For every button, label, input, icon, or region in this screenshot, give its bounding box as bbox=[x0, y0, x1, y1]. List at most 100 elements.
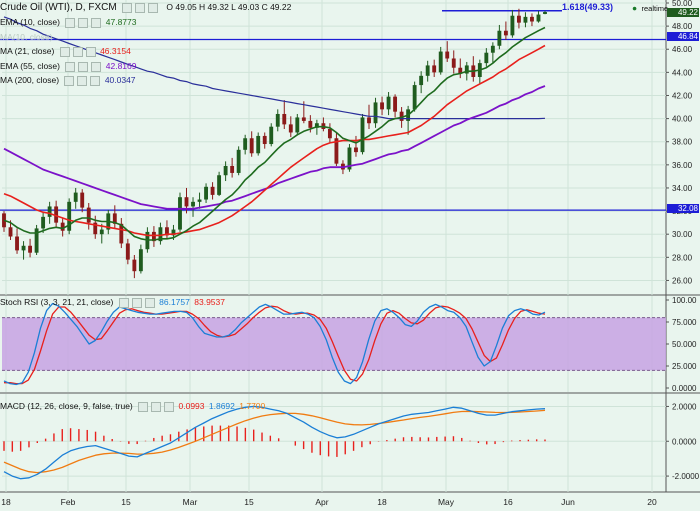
stoch-k-value: 86.1757 bbox=[159, 297, 190, 307]
settings-icon[interactable] bbox=[119, 298, 129, 308]
candle-body[interactable] bbox=[504, 31, 508, 36]
candle-body[interactable] bbox=[74, 193, 78, 202]
candle-body[interactable] bbox=[517, 16, 521, 23]
candle-body[interactable] bbox=[302, 117, 306, 120]
candle-body[interactable] bbox=[61, 223, 65, 231]
candle-body[interactable] bbox=[126, 243, 130, 259]
candle-body[interactable] bbox=[445, 52, 449, 59]
visibility-icon[interactable] bbox=[73, 47, 83, 57]
candle-body[interactable] bbox=[198, 200, 202, 202]
candle-body[interactable] bbox=[132, 260, 136, 272]
visibility-icon[interactable] bbox=[132, 298, 142, 308]
stoch-tick-label: 50.000 bbox=[672, 340, 697, 349]
candle-body[interactable] bbox=[237, 150, 241, 173]
settings-icon[interactable] bbox=[65, 62, 75, 72]
candle-body[interactable] bbox=[230, 166, 234, 173]
candle-body[interactable] bbox=[139, 249, 143, 271]
price-tick-label: 40.00 bbox=[672, 115, 693, 124]
candle-body[interactable] bbox=[537, 15, 541, 22]
ma200-value: 40.0347 bbox=[105, 75, 136, 85]
candle-body[interactable] bbox=[276, 114, 280, 127]
ohlc-values: O 49.05 H 49.32 L 49.03 C 49.22 bbox=[166, 2, 291, 12]
candle-body[interactable] bbox=[452, 58, 456, 67]
candle-body[interactable] bbox=[178, 197, 182, 229]
ema10-value: 47.8773 bbox=[106, 17, 137, 27]
candle-body[interactable] bbox=[80, 193, 84, 208]
candle-body[interactable] bbox=[413, 85, 417, 109]
close-icon[interactable] bbox=[90, 76, 100, 86]
visibility-icon[interactable] bbox=[78, 62, 88, 72]
candle-body[interactable] bbox=[361, 117, 365, 152]
visibility-icon[interactable] bbox=[135, 3, 145, 13]
close-icon[interactable] bbox=[148, 3, 158, 13]
candle-body[interactable] bbox=[295, 117, 299, 132]
candle-body[interactable] bbox=[22, 246, 26, 251]
candle-body[interactable] bbox=[543, 12, 547, 14]
candle-body[interactable] bbox=[217, 175, 221, 195]
x-tick-label: May bbox=[438, 497, 455, 507]
close-icon[interactable] bbox=[91, 18, 101, 28]
candle-body[interactable] bbox=[211, 187, 215, 195]
candle-body[interactable] bbox=[439, 52, 443, 73]
macd-label: MACD (12, 26, close, 9, false, true) bbox=[0, 401, 133, 411]
candle-body[interactable] bbox=[28, 246, 32, 253]
candle-body[interactable] bbox=[15, 237, 19, 251]
candle-body[interactable] bbox=[48, 206, 52, 216]
candle-body[interactable] bbox=[380, 102, 384, 109]
candle-body[interactable] bbox=[256, 136, 260, 153]
candle-body[interactable] bbox=[484, 53, 488, 63]
x-tick-label: 18 bbox=[377, 497, 387, 507]
candle-body[interactable] bbox=[393, 97, 397, 112]
visibility-icon[interactable] bbox=[77, 76, 87, 86]
close-icon[interactable] bbox=[86, 47, 96, 57]
candle-body[interactable] bbox=[204, 187, 208, 200]
close-icon[interactable] bbox=[145, 298, 155, 308]
macd-tick-label: -2.0000 bbox=[672, 472, 700, 481]
settings-icon[interactable] bbox=[64, 76, 74, 86]
candle-body[interactable] bbox=[367, 117, 371, 123]
price-tick-label: 38.00 bbox=[672, 138, 693, 147]
candle-body[interactable] bbox=[354, 148, 358, 153]
candle-body[interactable] bbox=[510, 16, 514, 36]
candle-body[interactable] bbox=[282, 114, 286, 124]
close-icon[interactable] bbox=[91, 62, 101, 72]
candle-body[interactable] bbox=[289, 124, 293, 132]
candle-body[interactable] bbox=[269, 127, 273, 144]
candle-body[interactable] bbox=[9, 227, 13, 236]
close-icon[interactable] bbox=[164, 402, 174, 412]
candle-body[interactable] bbox=[308, 121, 312, 128]
candle-body[interactable] bbox=[243, 138, 247, 150]
candle-body[interactable] bbox=[328, 129, 332, 138]
last-price-value: 49.22 bbox=[678, 8, 698, 17]
fib-label: 1.618(49.33) bbox=[562, 2, 613, 12]
settings-icon[interactable] bbox=[65, 18, 75, 28]
candle-body[interactable] bbox=[224, 166, 228, 175]
fib-label-box: 1.618(49.33) bbox=[562, 2, 615, 12]
candle-body[interactable] bbox=[263, 136, 267, 144]
candle-body[interactable] bbox=[387, 97, 391, 110]
candle-body[interactable] bbox=[250, 138, 254, 153]
level-top-tag: 46.84 bbox=[667, 32, 699, 41]
candle-body[interactable] bbox=[41, 217, 45, 229]
price-tick-label: 26.00 bbox=[672, 276, 693, 285]
candle-body[interactable] bbox=[191, 202, 195, 207]
candle-body[interactable] bbox=[87, 208, 91, 223]
x-tick-label: 15 bbox=[244, 497, 254, 507]
visibility-icon[interactable] bbox=[78, 18, 88, 28]
candle-body[interactable] bbox=[419, 76, 423, 85]
settings-icon[interactable] bbox=[138, 402, 148, 412]
candle-body[interactable] bbox=[491, 46, 495, 53]
candle-body[interactable] bbox=[524, 17, 528, 23]
candle-body[interactable] bbox=[374, 102, 378, 123]
ma21-value: 46.3154 bbox=[100, 46, 131, 56]
candle-body[interactable] bbox=[530, 17, 534, 22]
settings-icon[interactable] bbox=[60, 47, 70, 57]
visibility-icon[interactable] bbox=[151, 402, 161, 412]
candle-body[interactable] bbox=[185, 197, 189, 206]
candle-body[interactable] bbox=[426, 65, 430, 75]
price-tick-label: 30.00 bbox=[672, 230, 693, 239]
candle-body[interactable] bbox=[432, 65, 436, 72]
candle-body[interactable] bbox=[497, 31, 501, 46]
candle-body[interactable] bbox=[100, 230, 104, 235]
settings-icon[interactable] bbox=[122, 3, 132, 13]
